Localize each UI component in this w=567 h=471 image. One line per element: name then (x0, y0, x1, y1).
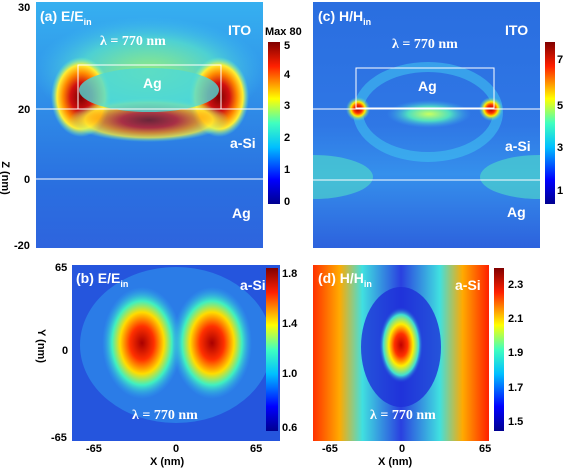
panel-c-field-map (313, 2, 540, 248)
panel-c-wavelength: λ = 770 nm (392, 37, 458, 52)
panel-a-field-map (36, 2, 263, 248)
colorbar-a (268, 42, 280, 204)
x-axis-label-b: X (nm) (150, 456, 185, 468)
colorbar-d-tick: 1.7 (508, 382, 524, 394)
colorbar-b-tick: 1.0 (282, 368, 298, 380)
panel-c-asi-label: a-Si (505, 138, 531, 154)
colorbar-c-tick: 3 (557, 142, 564, 154)
colorbar-d (494, 268, 504, 431)
panel-c-ito-label: ITO (505, 22, 529, 38)
z-axis-tick: 0 (24, 174, 31, 186)
y-axis-label: Y (nm) (35, 328, 48, 364)
colorbar-c-tick: 1 (557, 185, 564, 197)
x-axis-label-d: X (nm) (378, 456, 413, 468)
colorbar-c (545, 42, 555, 204)
panel-a-wavelength: λ = 770 nm (100, 34, 166, 49)
x-axis-tick: -65 (322, 443, 338, 455)
x-axis-tick: 0 (173, 443, 180, 455)
panel-a-asi-label: a-Si (230, 135, 256, 151)
panel-b-wavelength: λ = 770 nm (132, 408, 198, 423)
colorbar-c-tick: 5 (557, 100, 564, 112)
y-axis-tick: 0 (62, 345, 69, 357)
colorbar-a-tick: 3 (284, 100, 291, 112)
panel-d-field-map (313, 265, 489, 441)
panel-a-ag-particle-label: Ag (143, 75, 162, 91)
colorbar-a-tick: 4 (284, 69, 291, 81)
x-axis-tick: 0 (399, 443, 406, 455)
panel-b-asi-label: a-Si (240, 277, 266, 293)
panel-b-field-map (72, 265, 280, 441)
panel-a-ito-label: ITO (228, 22, 252, 38)
panel-a-ag-substrate-label: Ag (232, 205, 251, 221)
panel-c-label: (c) H/Hin (318, 8, 372, 27)
z-axis-tick: 20 (18, 104, 31, 116)
panel-c-ag-particle-label: Ag (418, 78, 437, 94)
panel-d-asi-label: a-Si (455, 277, 481, 293)
x-axis-tick: 65 (479, 443, 492, 455)
panel-c-ag-substrate-label: Ag (507, 204, 526, 220)
panel-d-label: (d) H/Hin (318, 270, 372, 289)
x-axis-tick: 65 (250, 443, 263, 455)
colorbar-a-tick: 2 (284, 132, 291, 144)
colorbar-d-tick: 2.3 (508, 279, 524, 291)
z-axis-tick: 30 (18, 2, 31, 14)
panel-d-wavelength: λ = 770 nm (370, 408, 436, 423)
colorbar-a-tick: 0 (284, 196, 291, 208)
colorbar-b-tick: 0.6 (282, 422, 298, 434)
colorbar-a-tick: 5 (284, 40, 291, 52)
y-axis-tick: 65 (55, 262, 68, 274)
colorbar-a-tick: 1 (284, 164, 291, 176)
colorbar-d-tick: 2.1 (508, 313, 524, 325)
colorbar-c-tick: 7 (557, 54, 564, 66)
y-axis-tick: -65 (51, 432, 67, 444)
colorbar-b-tick: 1.4 (282, 318, 298, 330)
colorbar-b (266, 268, 278, 431)
colorbar-a-max-label: Max 80 (265, 26, 302, 38)
colorbar-d-tick: 1.5 (508, 416, 524, 428)
colorbar-d-tick: 1.9 (508, 347, 524, 359)
z-axis-tick: -20 (14, 240, 30, 252)
panel-a-label: (a) E/Ein (40, 8, 92, 27)
panel-b-label: (b) E/Ein (76, 270, 129, 289)
z-axis-label: Z (nm) (0, 161, 11, 195)
x-axis-tick: -65 (86, 443, 102, 455)
colorbar-b-tick: 1.8 (282, 268, 298, 280)
